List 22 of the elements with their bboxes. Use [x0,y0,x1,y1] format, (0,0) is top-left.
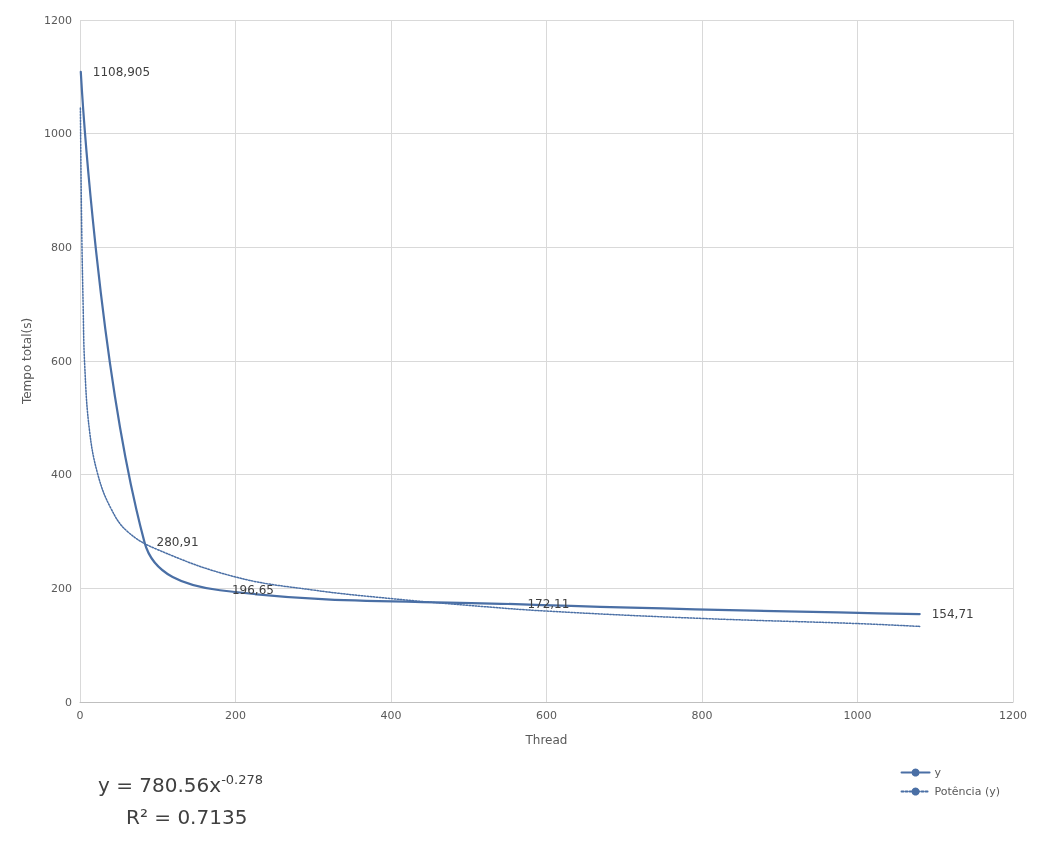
data-label: 280,91 [156,535,199,550]
y-tick-label: 400 [51,468,72,482]
y-tick-label: 800 [51,240,72,254]
x-tick-label: 1000 [843,709,872,722]
y-tick-label: 0 [65,695,72,709]
data-label: 154,71 [931,607,974,622]
x-tick-label: 400 [380,709,402,722]
text: R² = 0.7135 [126,805,248,829]
y-axis-title: Tempo total(s) [20,317,35,406]
x-tick-label: 0 [76,709,84,722]
legend-label: y [934,766,942,779]
y-tick-label: 1200 [44,13,72,27]
x-tick-label: 1200 [999,709,1027,722]
data-label: 1108,905 [92,64,151,79]
y-tick-label: 1000 [44,127,72,141]
x-tick-label: 200 [225,709,246,722]
x-tick-label: 800 [691,709,713,722]
y-tick-label: 200 [51,581,72,595]
y-tick-label: 600 [51,354,72,368]
legend-label: Potência (y) [934,785,1001,798]
x-tick-label: 600 [536,709,557,722]
x-axis-title: Thread [524,733,568,747]
